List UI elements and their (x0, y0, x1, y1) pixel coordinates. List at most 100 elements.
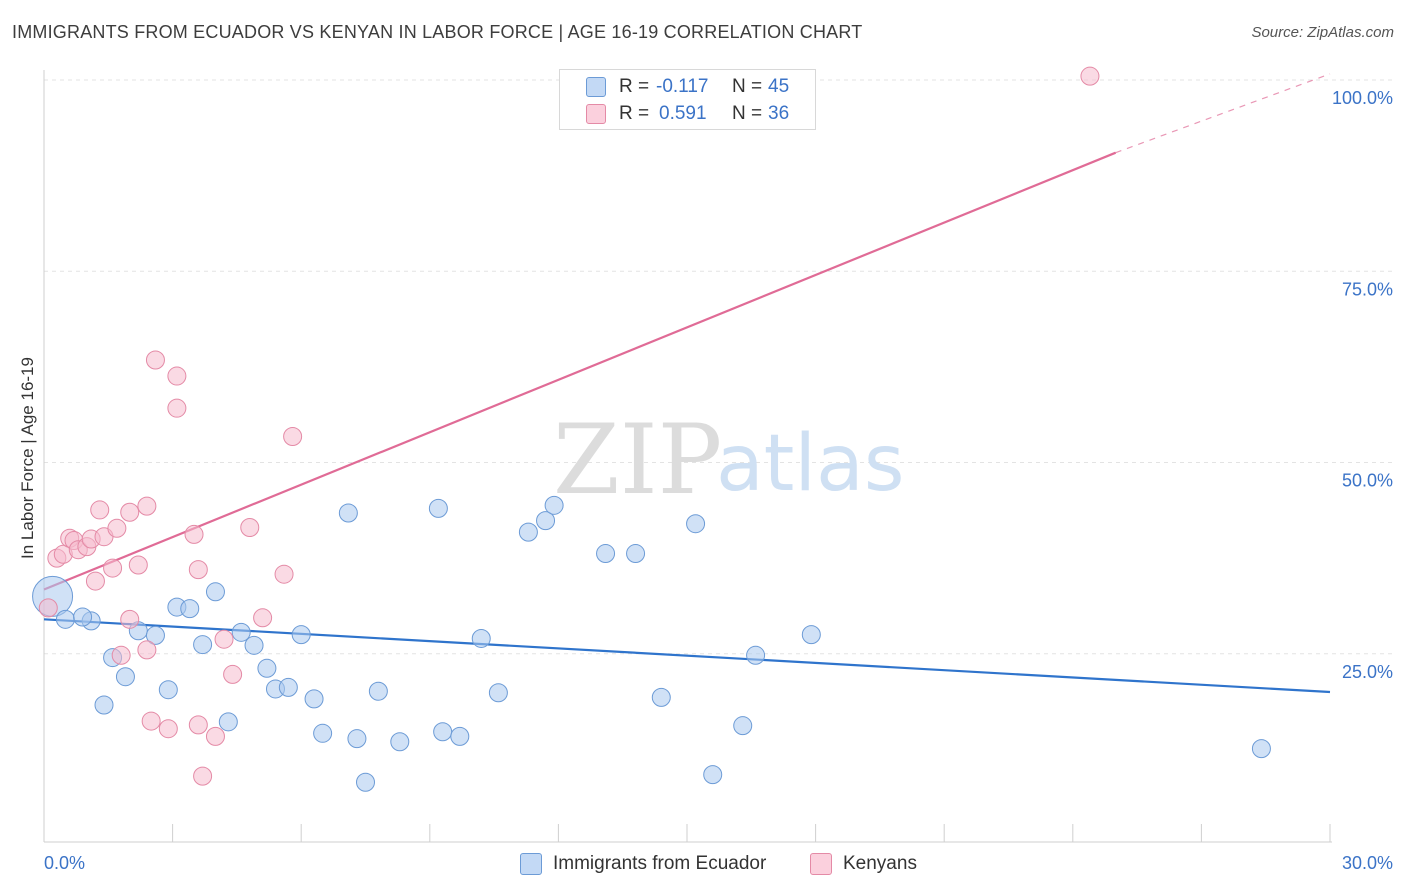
ecuador-trend-line (43, 618, 1331, 694)
ecuador-point (390, 732, 410, 752)
kenyan-point (111, 645, 131, 665)
watermark-zip: ZIP (553, 404, 722, 516)
ecuador-point (94, 695, 114, 715)
ecuador-point (145, 625, 165, 645)
ecuador-point (73, 607, 93, 627)
gridlines (44, 79, 1392, 655)
legend-kenyans-swatch (810, 853, 832, 875)
kenyan-point (214, 629, 234, 649)
n-label: N = (732, 103, 763, 124)
kenyan-point (85, 571, 105, 591)
trend-lines (43, 73, 1331, 694)
y-tick-label: 75.0% (1342, 279, 1393, 299)
y-tick-labels: 25.0% 50.0% 75.0% 100.0% (1332, 88, 1393, 682)
stats-legend-box: R = -0.117 N = 45 R = 0.591 N = 36 (559, 69, 816, 130)
ecuador-point (596, 544, 616, 564)
ecuador-point (626, 544, 646, 564)
kenyan-point (158, 719, 178, 739)
kenyan-point (145, 350, 165, 370)
y-axis-label: In Labor Force | Age 16-19 (18, 357, 37, 559)
ecuador-point (801, 625, 821, 645)
ecuador-point (193, 635, 213, 655)
kenyan-point (137, 496, 157, 516)
kenyan-point (90, 500, 110, 520)
kenyan-point (188, 560, 208, 580)
chart-title: IMMIGRANTS FROM ECUADOR VS KENYAN IN LAB… (12, 22, 863, 42)
ecuador-point (471, 628, 491, 648)
kenyan-point (120, 609, 140, 629)
kenyan-point (120, 502, 140, 522)
ecuador-point (158, 680, 178, 700)
ecuador-point (1251, 739, 1271, 759)
kenyan-point (223, 664, 243, 684)
ecuador-point (257, 658, 277, 678)
ecuador-point (368, 681, 388, 701)
bottom-legend: Immigrants from Ecuador Kenyans (0, 852, 1406, 878)
kenyan-point (103, 558, 123, 578)
watermark: ZIP atlas (553, 404, 905, 516)
ecuador-point (313, 723, 333, 743)
ecuador-point (488, 683, 508, 703)
ecuador-point (218, 712, 238, 732)
n-value-ecuador: 45 (768, 76, 790, 97)
kenyan-trend-line (43, 151, 1117, 591)
ecuador-point (544, 495, 564, 515)
ecuador-point (450, 726, 470, 746)
ecuador-point (686, 514, 706, 534)
axes (43, 70, 1332, 843)
r-label: R = (619, 76, 650, 97)
kenyan-point (274, 564, 294, 584)
ecuador-point (356, 772, 375, 792)
chart-source: Source: ZipAtlas.com (1251, 24, 1394, 41)
kenyan-point (283, 426, 303, 446)
ecuador-point (536, 511, 556, 531)
ecuador-point (55, 609, 75, 629)
kenyan-point (240, 518, 260, 538)
y-tick-label: 100.0% (1332, 88, 1393, 108)
y-tick-label: 50.0% (1342, 471, 1393, 491)
kenyan-point (128, 555, 148, 575)
kenyan-point (193, 766, 213, 786)
legend-ecuador-swatch (520, 853, 542, 875)
kenyan-point (1080, 66, 1100, 86)
kenyan-point (107, 518, 127, 538)
x-tick-marks (43, 824, 1331, 842)
ecuador-point (205, 582, 225, 602)
y-tick-label: 25.0% (1342, 662, 1393, 682)
ecuador-point (338, 503, 358, 523)
ecuador-point (433, 722, 453, 742)
kenyan-point (188, 715, 208, 735)
ecuador-point (651, 687, 671, 707)
legend-ecuador-label: Immigrants from Ecuador (553, 853, 767, 874)
n-label: N = (732, 76, 763, 97)
ecuador-point (703, 765, 723, 785)
r-label: R = (619, 103, 650, 124)
ecuador-point (180, 599, 200, 619)
kenyan-point (253, 608, 273, 628)
ecuador-point (278, 677, 298, 697)
kenyan-point (38, 598, 58, 618)
ecuador-point (518, 522, 538, 542)
kenyan-point (141, 711, 161, 731)
ecuador-point (244, 635, 264, 655)
kenyans-swatch (586, 104, 606, 124)
ecuador-point (291, 625, 311, 645)
watermark-atlas: atlas (716, 419, 905, 509)
r-value-ecuador: -0.117 (656, 76, 709, 97)
ecuador-point (115, 667, 135, 687)
ecuador-point (746, 645, 766, 665)
r-value-kenyans: 0.591 (659, 103, 707, 124)
kenyan-point (184, 524, 204, 544)
kenyan-point (167, 398, 187, 418)
ecuador-swatch (586, 77, 606, 97)
ecuador-point (347, 729, 367, 749)
kenyan-point (205, 726, 225, 746)
x-tick-label-max: 30.0% (1342, 853, 1393, 873)
ecuador-point (304, 689, 324, 709)
legend-kenyans-label: Kenyans (843, 853, 917, 874)
x-tick-label-min: 0.0% (44, 853, 85, 873)
ecuador-point (428, 498, 448, 518)
x-tick-labels: 0.0% 30.0% (44, 853, 1393, 873)
ecuador-point (733, 716, 753, 736)
